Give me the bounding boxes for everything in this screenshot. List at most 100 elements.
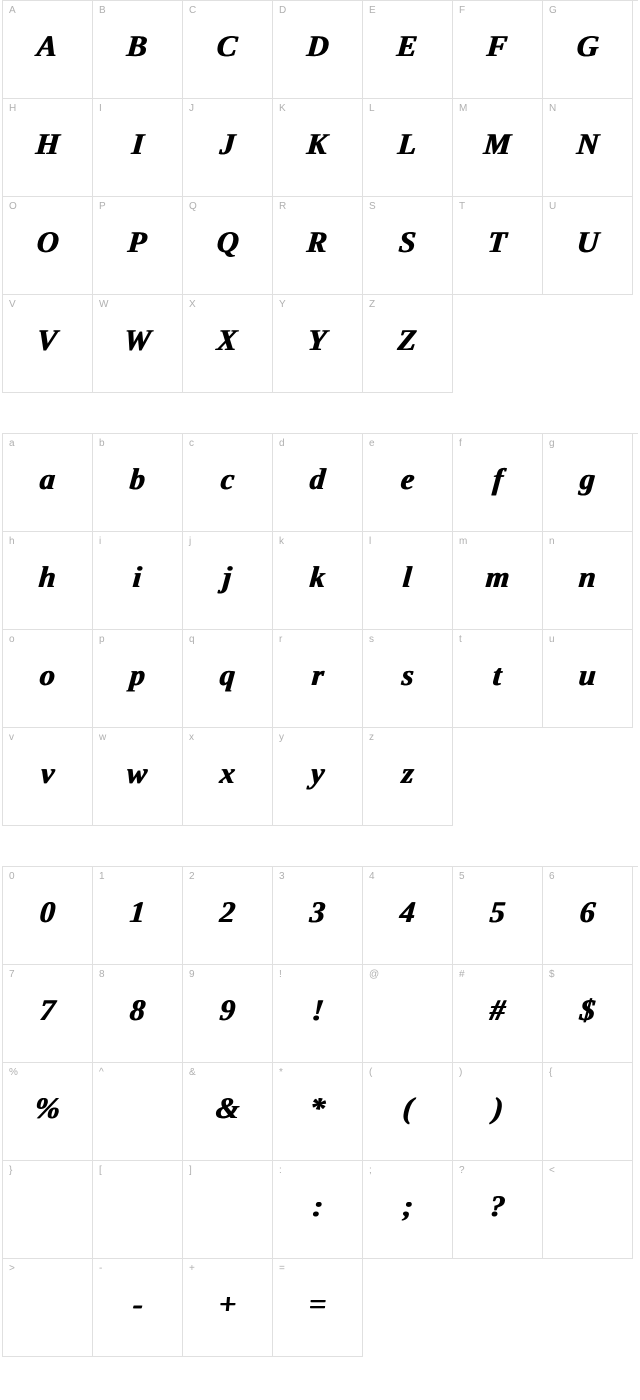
glyph-cell: AA — [3, 1, 93, 99]
glyph-display: ( — [401, 1092, 414, 1126]
glyph-cell: ww — [93, 728, 183, 826]
glyph-cell: HH — [3, 99, 93, 197]
glyph-cell: WW — [93, 295, 183, 393]
cell-label: y — [279, 732, 284, 743]
glyph-display: K — [306, 128, 329, 162]
glyph-cell: 77 — [3, 965, 93, 1063]
glyph-display: b — [129, 463, 147, 497]
glyph-cell: :: — [273, 1161, 363, 1259]
glyph-display: r — [310, 659, 325, 693]
glyph-cell: gg — [543, 434, 633, 532]
glyph-display: & — [214, 1092, 240, 1126]
glyph-cell: nn — [543, 532, 633, 630]
glyph-cell: FF — [453, 1, 543, 99]
glyph-display: 0 — [39, 896, 57, 930]
glyph-cell: 22 — [183, 867, 273, 965]
glyph-cell: 66 — [543, 867, 633, 965]
glyph-display: 4 — [399, 896, 417, 930]
glyph-display: s — [400, 659, 415, 693]
glyph-cell: oo — [3, 630, 93, 728]
cell-label: W — [99, 299, 108, 310]
glyph-display: T — [487, 226, 508, 260]
glyph-display: y — [309, 757, 325, 791]
glyph-display: % — [34, 1092, 62, 1126]
glyph-cell: QQ — [183, 197, 273, 295]
glyph-display: g — [579, 463, 597, 497]
glyph-cell: yy — [273, 728, 363, 826]
glyph-cell: ll — [363, 532, 453, 630]
glyph-cell: ;; — [363, 1161, 453, 1259]
cell-label: ? — [459, 1165, 465, 1176]
cell-label: ; — [369, 1165, 372, 1176]
empty-cell — [543, 728, 633, 826]
glyph-display: A — [36, 30, 59, 64]
glyph-cell: ?? — [453, 1161, 543, 1259]
character-map-chart: AABBCCDDEEFFGGHHIIJJKKLLMMNNOOPPQQRRSSTT… — [0, 0, 640, 1357]
glyph-display: 2 — [219, 896, 237, 930]
glyph-display: c — [219, 463, 235, 497]
cell-label: t — [459, 634, 462, 645]
glyph-cell: bb — [93, 434, 183, 532]
cell-label: D — [279, 5, 286, 16]
glyph-cell: RR — [273, 197, 363, 295]
glyph-display: = — [307, 1288, 327, 1322]
cell-label: L — [369, 103, 375, 114]
glyph-grid: AABBCCDDEEFFGGHHIIJJKKLLMMNNOOPPQQRRSSTT… — [2, 0, 638, 393]
cell-label: : — [279, 1165, 282, 1176]
glyph-cell: xx — [183, 728, 273, 826]
cell-label: @ — [369, 969, 379, 980]
glyph-display: R — [306, 226, 329, 260]
glyph-cell: ZZ — [363, 295, 453, 393]
glyph-display: I — [130, 128, 145, 162]
glyph-cell: -- — [93, 1259, 183, 1357]
cell-label: u — [549, 634, 555, 645]
cell-label: 0 — [9, 871, 15, 882]
glyph-display: o — [39, 659, 57, 693]
glyph-cell: KK — [273, 99, 363, 197]
glyph-cell: ee — [363, 434, 453, 532]
glyph-cell: cc — [183, 434, 273, 532]
glyph-display: - — [131, 1288, 144, 1322]
section-uppercase: AABBCCDDEEFFGGHHIIJJKKLLMMNNOOPPQQRRSSTT… — [0, 0, 640, 393]
cell-label: 9 — [189, 969, 195, 980]
glyph-display: w — [126, 757, 149, 791]
cell-label: R — [279, 201, 286, 212]
cell-label: - — [99, 1263, 102, 1274]
empty-cell — [543, 1259, 633, 1357]
cell-label: K — [279, 103, 286, 114]
cell-label: j — [189, 536, 191, 547]
glyph-cell: @ — [363, 965, 453, 1063]
cell-label: w — [99, 732, 106, 743]
cell-label: V — [9, 299, 16, 310]
cell-label: q — [189, 634, 195, 645]
cell-label: < — [549, 1165, 555, 1176]
glyph-display: P — [127, 226, 148, 260]
glyph-cell: DD — [273, 1, 363, 99]
glyph-cell: dd — [273, 434, 363, 532]
glyph-cell: rr — [273, 630, 363, 728]
cell-label: Y — [279, 299, 286, 310]
glyph-display: F — [486, 30, 509, 64]
glyph-display: 1 — [129, 896, 147, 930]
cell-label: v — [9, 732, 14, 743]
glyph-cell: ** — [273, 1063, 363, 1161]
cell-label: h — [9, 536, 15, 547]
glyph-cell: uu — [543, 630, 633, 728]
glyph-cell: { — [543, 1063, 633, 1161]
cell-label: & — [189, 1067, 196, 1078]
glyph-display: j — [222, 561, 233, 595]
glyph-cell: aa — [3, 434, 93, 532]
glyph-cell: tt — [453, 630, 543, 728]
glyph-display: : — [311, 1190, 324, 1224]
glyph-cell: hh — [3, 532, 93, 630]
glyph-cell: UU — [543, 197, 633, 295]
glyph-display: X — [216, 324, 239, 358]
glyph-cell: VV — [3, 295, 93, 393]
cell-label: a — [9, 438, 15, 449]
empty-cell — [453, 728, 543, 826]
cell-label: m — [459, 536, 467, 547]
glyph-cell: qq — [183, 630, 273, 728]
glyph-cell: } — [3, 1161, 93, 1259]
cell-label: s — [369, 634, 374, 645]
glyph-display: 3 — [309, 896, 327, 930]
